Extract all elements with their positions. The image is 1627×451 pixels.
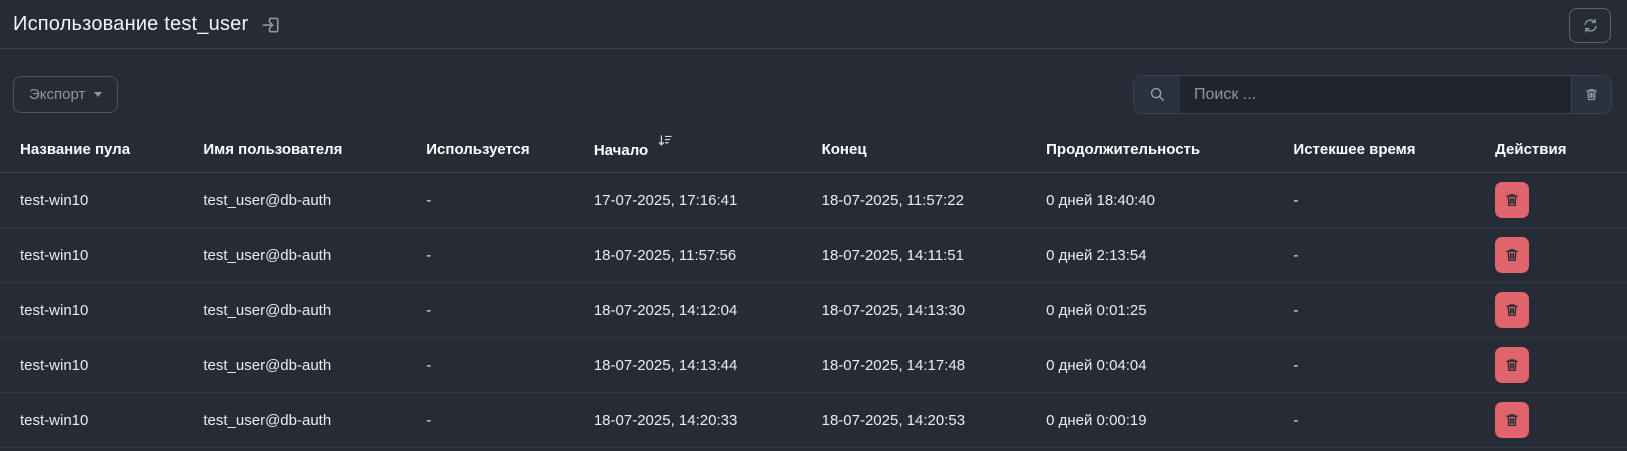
trash-icon xyxy=(1504,247,1520,263)
cell-end: 18-07-2025, 14:11:51 xyxy=(821,227,1047,283)
box-arrow-in-right-icon[interactable] xyxy=(261,15,281,35)
export-label: Экспорт xyxy=(29,86,86,103)
cell-user: test_user@db-auth xyxy=(203,392,427,448)
delete-button[interactable] xyxy=(1495,402,1530,438)
cell-actions xyxy=(1495,337,1627,393)
cell-end: 18-07-2025, 11:57:22 xyxy=(821,172,1047,228)
export-button[interactable]: Экспорт xyxy=(13,76,119,113)
cell-duration: 0 дней 2:13:54 xyxy=(1046,227,1294,283)
table-header-row: Название пула Имя пользователя Используе… xyxy=(0,128,1627,173)
page-title: Использование test_user xyxy=(13,12,249,35)
cell-end: 18-07-2025, 14:13:30 xyxy=(821,282,1047,338)
cell-actions xyxy=(1495,392,1627,448)
cell-duration: 0 дней 0:00:19 xyxy=(1046,392,1294,448)
cell-pool: test-win10 xyxy=(0,337,204,393)
sort-desc-icon xyxy=(657,133,672,148)
cell-expired: - xyxy=(1293,337,1496,393)
cell-expired: - xyxy=(1293,227,1496,283)
cell-user: test_user@db-auth xyxy=(203,337,427,393)
table-row[interactable]: test-win10 test_user@db-auth - 18-07-202… xyxy=(0,392,1627,448)
cell-start: 18-07-2025, 14:13:44 xyxy=(593,337,822,393)
refresh-icon xyxy=(1582,17,1599,34)
cell-expired: - xyxy=(1293,392,1496,448)
title-bar: Использование test_user xyxy=(0,0,1627,49)
search-icon xyxy=(1134,76,1180,113)
trash-icon xyxy=(1504,302,1520,318)
cell-start: 18-07-2025, 11:57:56 xyxy=(593,227,822,283)
clear-search-button[interactable] xyxy=(1571,76,1611,113)
cell-end: 18-07-2025, 14:20:53 xyxy=(821,392,1047,448)
column-header-pool[interactable]: Название пула xyxy=(0,128,204,173)
column-header-expired[interactable]: Истекшее время xyxy=(1293,128,1496,173)
cell-in-use: - xyxy=(426,227,594,283)
cell-in-use: - xyxy=(426,337,594,393)
table-row[interactable]: test-win10 test_user@db-auth - 17-07-202… xyxy=(0,172,1627,228)
table-row[interactable]: test-win10 test_user@db-auth - 18-07-202… xyxy=(0,337,1627,393)
search-group xyxy=(1133,75,1612,114)
cell-start: 18-07-2025, 14:12:04 xyxy=(593,282,822,338)
delete-button[interactable] xyxy=(1495,182,1530,218)
cell-user: test_user@db-auth xyxy=(203,227,427,283)
delete-button[interactable] xyxy=(1495,292,1530,328)
cell-pool: test-win10 xyxy=(0,282,204,338)
cell-pool: test-win10 xyxy=(0,392,204,448)
cell-actions xyxy=(1495,172,1627,228)
table-row[interactable]: test-win10 test_user@db-auth - 18-07-202… xyxy=(0,282,1627,338)
column-header-start[interactable]: Начало xyxy=(593,128,822,173)
usage-table: Название пула Имя пользователя Используе… xyxy=(0,128,1627,448)
cell-user: test_user@db-auth xyxy=(203,282,427,338)
cell-pool: test-win10 xyxy=(0,172,204,228)
cell-in-use: - xyxy=(426,392,594,448)
refresh-button[interactable] xyxy=(1569,8,1611,43)
cell-expired: - xyxy=(1293,282,1496,338)
cell-end: 18-07-2025, 14:17:48 xyxy=(821,337,1047,393)
trash-icon xyxy=(1504,192,1520,208)
delete-button[interactable] xyxy=(1495,237,1530,273)
cell-start: 18-07-2025, 14:20:33 xyxy=(593,392,822,448)
trash-icon xyxy=(1504,357,1520,373)
column-header-in-use[interactable]: Используется xyxy=(426,128,594,173)
table-row[interactable]: test-win10 test_user@db-auth - 18-07-202… xyxy=(0,227,1627,283)
chevron-down-icon xyxy=(94,92,103,97)
cell-actions xyxy=(1495,282,1627,338)
column-header-end[interactable]: Конец xyxy=(821,128,1047,173)
cell-duration: 0 дней 0:04:04 xyxy=(1046,337,1294,393)
search-input[interactable] xyxy=(1180,76,1571,113)
cell-duration: 0 дней 0:01:25 xyxy=(1046,282,1294,338)
cell-pool: test-win10 xyxy=(0,227,204,283)
cell-in-use: - xyxy=(426,282,594,338)
cell-user: test_user@db-auth xyxy=(203,172,427,228)
delete-button[interactable] xyxy=(1495,347,1530,383)
cell-start: 17-07-2025, 17:16:41 xyxy=(593,172,822,228)
column-header-actions: Действия xyxy=(1495,128,1627,173)
cell-in-use: - xyxy=(426,172,594,228)
column-header-user[interactable]: Имя пользователя xyxy=(203,128,427,173)
toolbar: Экспорт xyxy=(13,75,1612,114)
cell-actions xyxy=(1495,227,1627,283)
column-header-duration[interactable]: Продолжительность xyxy=(1046,128,1294,173)
trash-icon xyxy=(1504,412,1520,428)
cell-duration: 0 дней 18:40:40 xyxy=(1046,172,1294,228)
cell-expired: - xyxy=(1293,172,1496,228)
